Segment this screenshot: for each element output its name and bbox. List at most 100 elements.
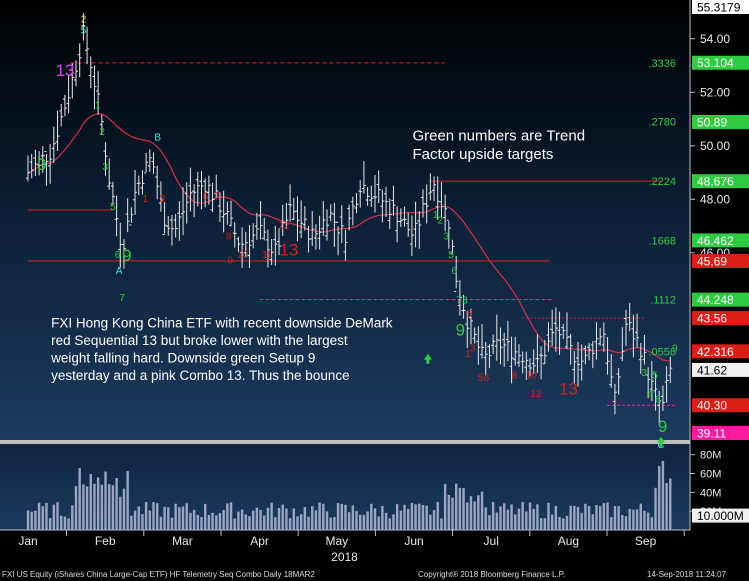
volume-bar: [617, 506, 620, 530]
ohlc-bar: [155, 165, 160, 200]
ohlc-bar: [450, 239, 455, 254]
ohlc-bar: [73, 60, 78, 87]
ohlc-bar: [92, 65, 97, 110]
volume-bar: [56, 502, 59, 530]
volume-bar: [650, 517, 654, 530]
ohlc-bar: [439, 182, 444, 218]
volume-bar: [370, 503, 373, 530]
volume-bar: [565, 515, 569, 530]
ohlc-bar: [354, 192, 359, 214]
volume-bar: [311, 506, 314, 530]
ohlc-bar: [254, 213, 259, 240]
volume-bar: [285, 508, 288, 530]
ohlc-bar: [291, 197, 296, 221]
volume-bar: [536, 504, 539, 530]
volume-bar: [292, 508, 295, 530]
month-label: Apr: [250, 534, 269, 548]
ohlc-bar: [210, 182, 215, 213]
volume-axis-label: 80M: [700, 450, 721, 462]
ohlc-bar: [583, 345, 588, 365]
fib-level-label: .1668: [648, 235, 676, 247]
volume-bar: [436, 501, 439, 530]
volume-bar: [425, 505, 428, 530]
volume-bar: [403, 504, 406, 530]
ohlc-bar: [321, 200, 326, 236]
td-count-label: 5: [467, 309, 473, 320]
td-count-label: A: [116, 266, 123, 277]
ohlc-bar: [169, 214, 174, 246]
td-count-label: 13: [559, 380, 578, 399]
td-count-label: 1: [143, 194, 149, 205]
volume-bar: [495, 512, 499, 530]
volume-bar: [591, 514, 594, 530]
price-tag-bg: [692, 254, 749, 269]
volume-bar: [621, 515, 624, 530]
volume-bar: [336, 503, 340, 530]
ohlc-bar: [420, 189, 425, 218]
ohlc-bar: [579, 344, 584, 381]
ohlc-bar: [524, 351, 529, 380]
y-axis-label: 54.00: [700, 32, 730, 46]
ohlc-bar: [553, 307, 558, 352]
panel-divider: [0, 440, 690, 444]
ohlc-bar: [387, 198, 392, 230]
volume-bar: [381, 505, 384, 530]
price-tag-text: 50.89: [697, 115, 727, 129]
price-tag-text: 39.11: [697, 427, 726, 441]
price-tag: 55.3179: [692, 0, 749, 15]
fib-level-label: .1112: [650, 295, 676, 307]
price-tag: 45.69: [692, 254, 749, 269]
ohlc-bar: [601, 322, 606, 352]
td-count-label: 9: [456, 321, 465, 340]
ohlc-bar: [480, 324, 485, 359]
volume-bar: [314, 510, 318, 530]
volume-bar: [263, 515, 266, 530]
ohlc-bar: [85, 26, 90, 65]
ohlc-bar: [328, 204, 333, 222]
volume-bar: [67, 518, 70, 530]
volume-bar: [480, 491, 484, 530]
td-count-label: 9: [672, 344, 678, 355]
ohlc-bar: [306, 225, 311, 253]
ohlc-bar: [184, 182, 189, 224]
price-tag-bg: [692, 174, 749, 189]
volume-bar: [635, 509, 639, 530]
volume-bar: [222, 510, 225, 530]
ohlc-bar: [498, 327, 503, 365]
volume-bar: [126, 471, 129, 530]
volume-bar: [462, 488, 465, 530]
ohlc-bar: [48, 144, 53, 184]
ohlc-bar: [37, 151, 42, 176]
volume-bar: [181, 506, 185, 530]
volume-bar: [488, 515, 491, 530]
ohlc-bar: [103, 142, 108, 176]
ohlc-bar: [642, 334, 647, 365]
ohlc-bar: [380, 189, 385, 223]
ohlc-bar: [598, 327, 603, 346]
volume-bar: [558, 516, 561, 530]
ohlc-bar: [358, 180, 363, 208]
month-label: Jun: [404, 534, 423, 548]
volume-bar: [628, 508, 631, 530]
ohlc-bar: [539, 346, 544, 380]
volume-bar: [203, 503, 207, 530]
ohlc-bar: [181, 187, 186, 236]
chart-annotation-text: Factor upside targets: [412, 146, 553, 163]
td-count-label: 3: [444, 231, 450, 242]
volume-bar: [192, 509, 196, 530]
volume-bar: [288, 518, 292, 530]
volume-bar: [418, 503, 421, 530]
volume-bar: [602, 503, 606, 530]
volume-bar: [355, 510, 358, 530]
volume-bar: [491, 502, 495, 530]
volume-bar: [499, 506, 502, 530]
ohlc-bar: [217, 192, 222, 223]
ohlc-bar: [125, 198, 130, 233]
ohlc-bar: [590, 340, 595, 369]
volume-bar: [610, 517, 613, 530]
ohlc-bar: [173, 213, 178, 238]
td-count-label: 12: [279, 221, 291, 232]
volume-bar: [333, 516, 336, 530]
volume-bar: [211, 512, 214, 530]
volume-tag-text: 10.000M: [697, 509, 744, 523]
